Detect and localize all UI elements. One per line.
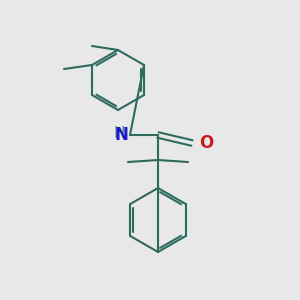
Text: H: H — [113, 125, 125, 140]
Text: N: N — [114, 126, 128, 144]
Text: O: O — [199, 134, 213, 152]
